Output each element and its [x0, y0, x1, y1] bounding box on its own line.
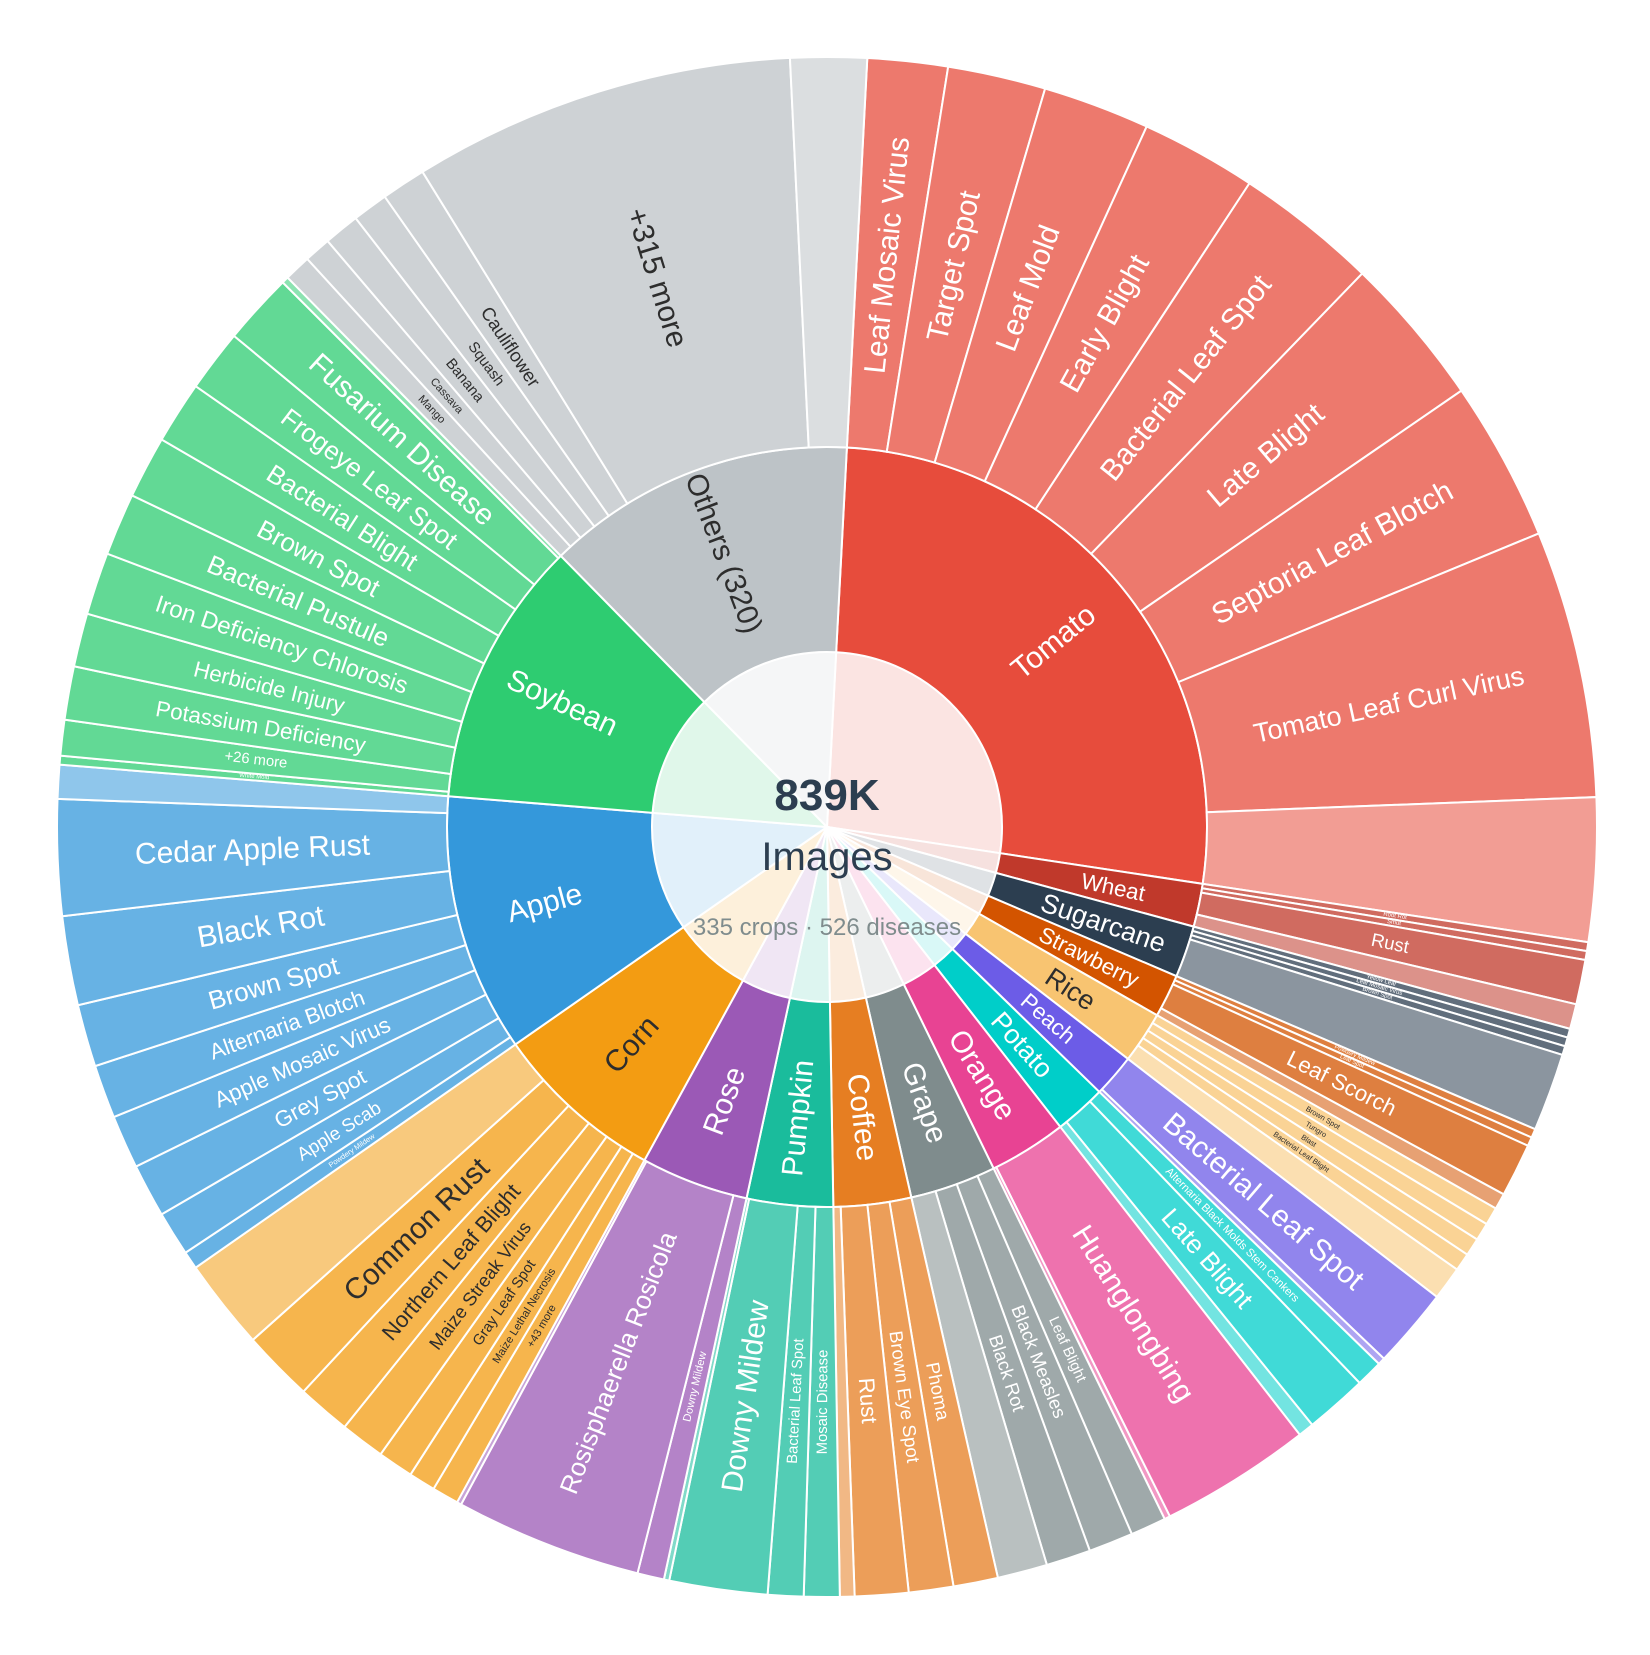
- disease-label-pumpkin-bacterial-leaf-spot: Bacterial Leaf Spot: [785, 1337, 808, 1464]
- disease-label-wheat-root-rot: Root Rot: [1383, 912, 1408, 922]
- disease-label-wheat-smut: Smut: [1387, 919, 1402, 927]
- center-subtitle: 335 crops · 526 diseases: [693, 914, 961, 941]
- chart-segments: [56, 56, 1598, 1598]
- center-total: 839K: [774, 771, 879, 820]
- disease-segment-others-320-minor: [788, 56, 869, 449]
- disease-segment-others-320-315-more[interactable]: [421, 56, 810, 506]
- disease-label-soybean-white-mold: White Mold: [239, 773, 269, 782]
- disease-label-pumpkin-mosaic-disease: Mosaic Disease: [815, 1350, 832, 1455]
- disease-label-soybean-26-more: +26 more: [224, 749, 289, 772]
- disease-label-coffee-rust: Rust: [854, 1377, 882, 1425]
- center-unit: Images: [761, 835, 892, 879]
- chart-center: 839K Images 335 crops · 526 diseases: [693, 771, 961, 941]
